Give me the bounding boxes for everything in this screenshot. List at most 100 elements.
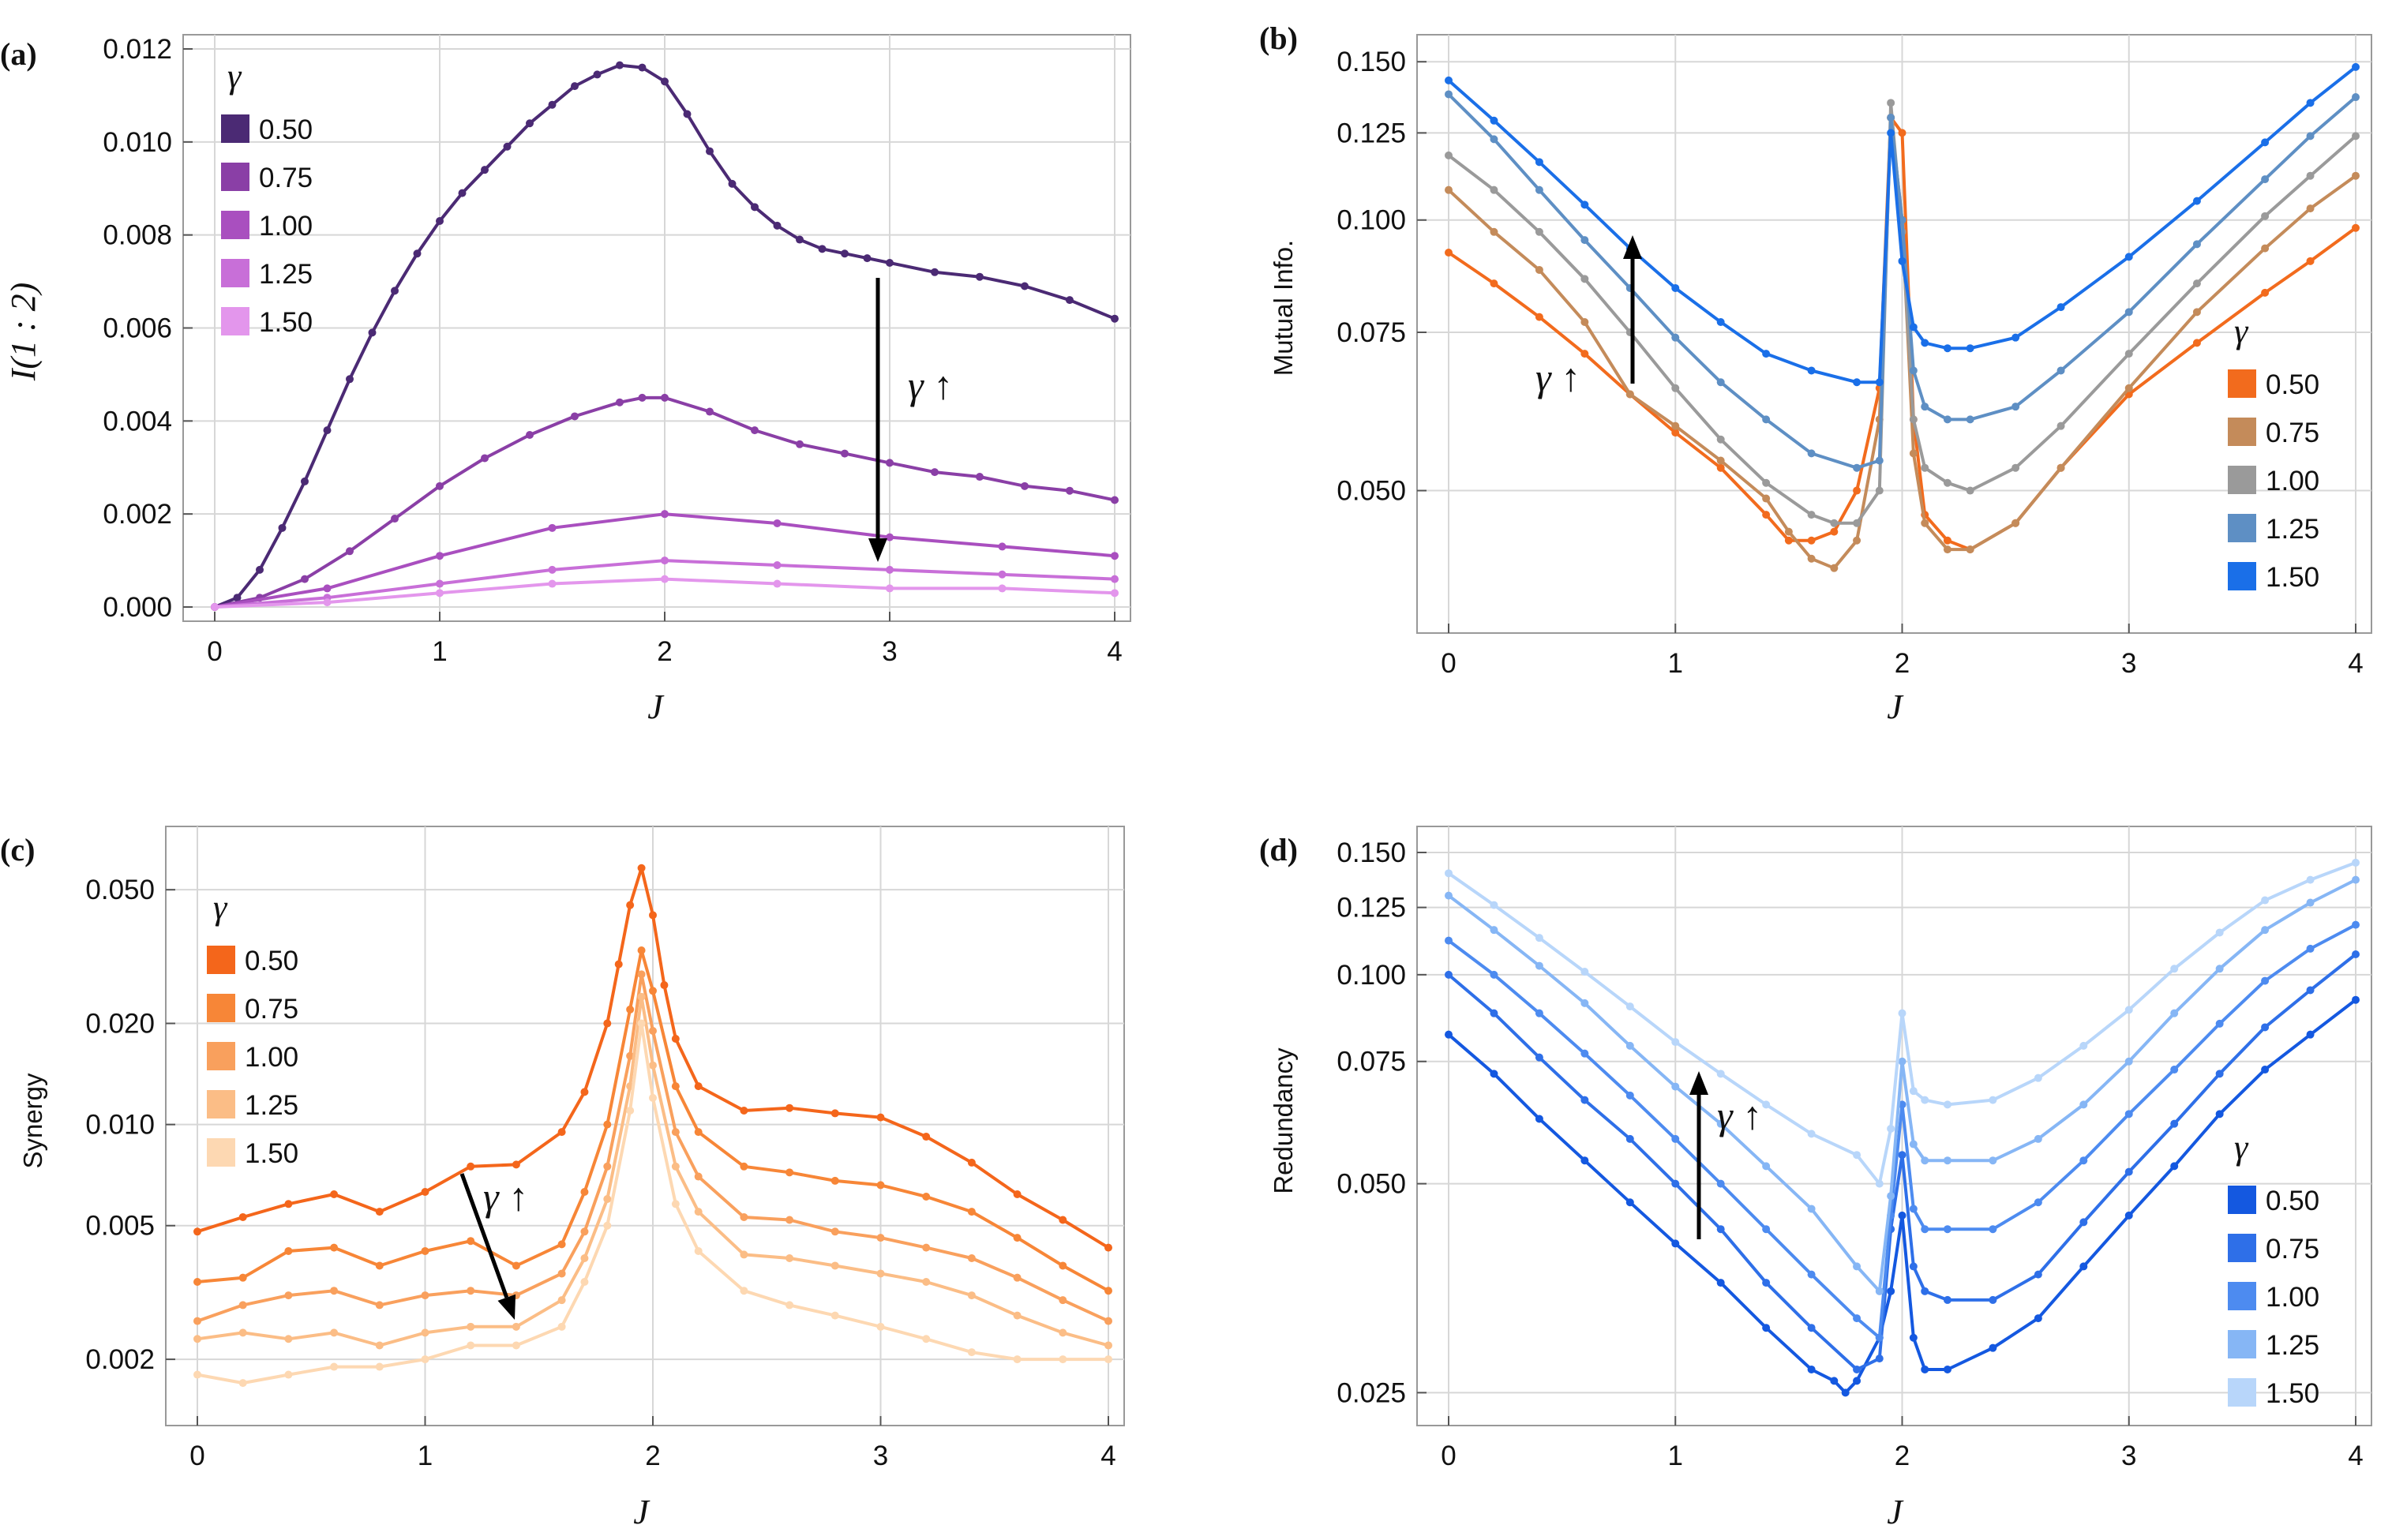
data-point	[886, 584, 894, 593]
data-point	[193, 1317, 201, 1325]
data-point	[1921, 403, 1929, 411]
data-point	[922, 1335, 931, 1343]
y-tick-label: 0.050	[85, 875, 155, 905]
data-point	[637, 992, 646, 1001]
data-point	[1989, 1096, 1997, 1104]
data-point	[694, 1246, 703, 1255]
data-point	[1921, 519, 1929, 527]
data-point	[1943, 1225, 1951, 1234]
legend-swatch	[221, 211, 249, 239]
data-point	[2079, 1262, 2088, 1271]
data-point	[1490, 185, 1498, 194]
data-point	[2261, 244, 2270, 253]
data-point	[2306, 99, 2315, 107]
data-point	[1762, 415, 1771, 424]
data-point	[580, 1253, 589, 1262]
data-point	[436, 552, 444, 560]
x-tick-label: 1	[418, 1441, 433, 1471]
data-point	[238, 1379, 247, 1388]
data-point	[785, 1103, 794, 1112]
data-point	[1445, 76, 1453, 84]
data-point	[1671, 333, 1680, 342]
data-point	[922, 1192, 931, 1201]
data-point	[740, 1287, 748, 1295]
data-point	[1445, 970, 1453, 979]
data-point	[1853, 463, 1861, 472]
data-point	[2352, 920, 2360, 929]
x-tick-label: 2	[1895, 648, 1910, 679]
data-point	[2261, 175, 2270, 184]
y-axis-label: Mutual Info.	[1269, 240, 1298, 376]
data-point	[301, 575, 309, 583]
data-point	[976, 272, 984, 281]
gamma-annotation: γ ↑	[483, 1175, 528, 1219]
data-point	[1059, 1355, 1067, 1364]
data-point	[2352, 62, 2360, 71]
legend-swatch	[2228, 466, 2256, 494]
data-point	[1445, 248, 1453, 257]
data-point	[2124, 350, 2133, 358]
data-point	[1989, 1156, 1997, 1165]
y-tick-label: 0.100	[1337, 960, 1406, 991]
data-point	[2124, 384, 2133, 392]
data-point	[1830, 519, 1839, 527]
data-point	[2261, 896, 2270, 905]
data-point	[2056, 422, 2065, 430]
data-point	[1535, 158, 1543, 167]
legend-label: 1.25	[245, 1090, 298, 1121]
data-point	[1535, 313, 1543, 321]
data-point	[1671, 1082, 1680, 1091]
data-point	[375, 1362, 384, 1371]
data-point	[481, 454, 489, 463]
legend-label: 0.50	[245, 946, 298, 976]
data-point	[1445, 151, 1453, 159]
legend-swatch	[2228, 1330, 2256, 1358]
data-point	[1580, 999, 1589, 1007]
data-point	[1762, 494, 1771, 503]
data-point	[1671, 384, 1680, 392]
data-point	[1875, 1287, 1884, 1295]
data-point	[193, 1370, 201, 1379]
legend-swatch	[221, 259, 249, 287]
data-point	[1943, 1156, 1951, 1165]
panel-d-redundancy: 0 1 2 3 4 0.025 0.050 0.075 0.100 0.125 0.150 γ 0.50…	[1259, 826, 2372, 1531]
data-point	[2011, 403, 2020, 411]
data-point	[1807, 366, 1816, 375]
data-point	[1909, 1333, 1918, 1342]
x-tick-label: 3	[882, 636, 897, 667]
gamma-arrow-head	[868, 538, 887, 562]
data-point	[967, 1208, 976, 1216]
data-point	[2306, 898, 2315, 907]
data-point	[1111, 314, 1119, 323]
data-point	[830, 1176, 839, 1185]
data-point	[967, 1158, 976, 1167]
x-axis-label: J	[647, 688, 665, 726]
data-point	[1059, 1296, 1067, 1305]
series-line-1.50	[1447, 66, 2357, 384]
data-point	[931, 468, 939, 477]
data-point	[1887, 99, 1895, 107]
data-point	[1580, 1096, 1589, 1104]
data-point	[740, 1250, 748, 1259]
legend-label: 1.50	[245, 1138, 298, 1169]
data-point	[998, 584, 1007, 593]
data-point	[1013, 1234, 1022, 1242]
data-point	[818, 245, 827, 253]
data-point	[330, 1287, 339, 1295]
y-tick-label: 0.075	[1337, 1047, 1406, 1077]
data-point	[571, 412, 579, 421]
gamma-annotation: γ ↑	[1717, 1093, 1762, 1137]
data-point	[481, 166, 489, 174]
data-point	[1535, 185, 1543, 194]
data-point	[2215, 1110, 2224, 1118]
data-point	[2192, 279, 2201, 288]
data-point	[375, 1341, 384, 1350]
data-point	[1490, 901, 1498, 909]
data-point	[571, 82, 579, 91]
data-point	[1625, 1091, 1634, 1100]
data-point	[1762, 478, 1771, 487]
data-point	[346, 375, 354, 384]
legend-label: 0.50	[2266, 369, 2319, 400]
data-point	[1807, 1365, 1816, 1373]
data-point	[2124, 1057, 2133, 1066]
